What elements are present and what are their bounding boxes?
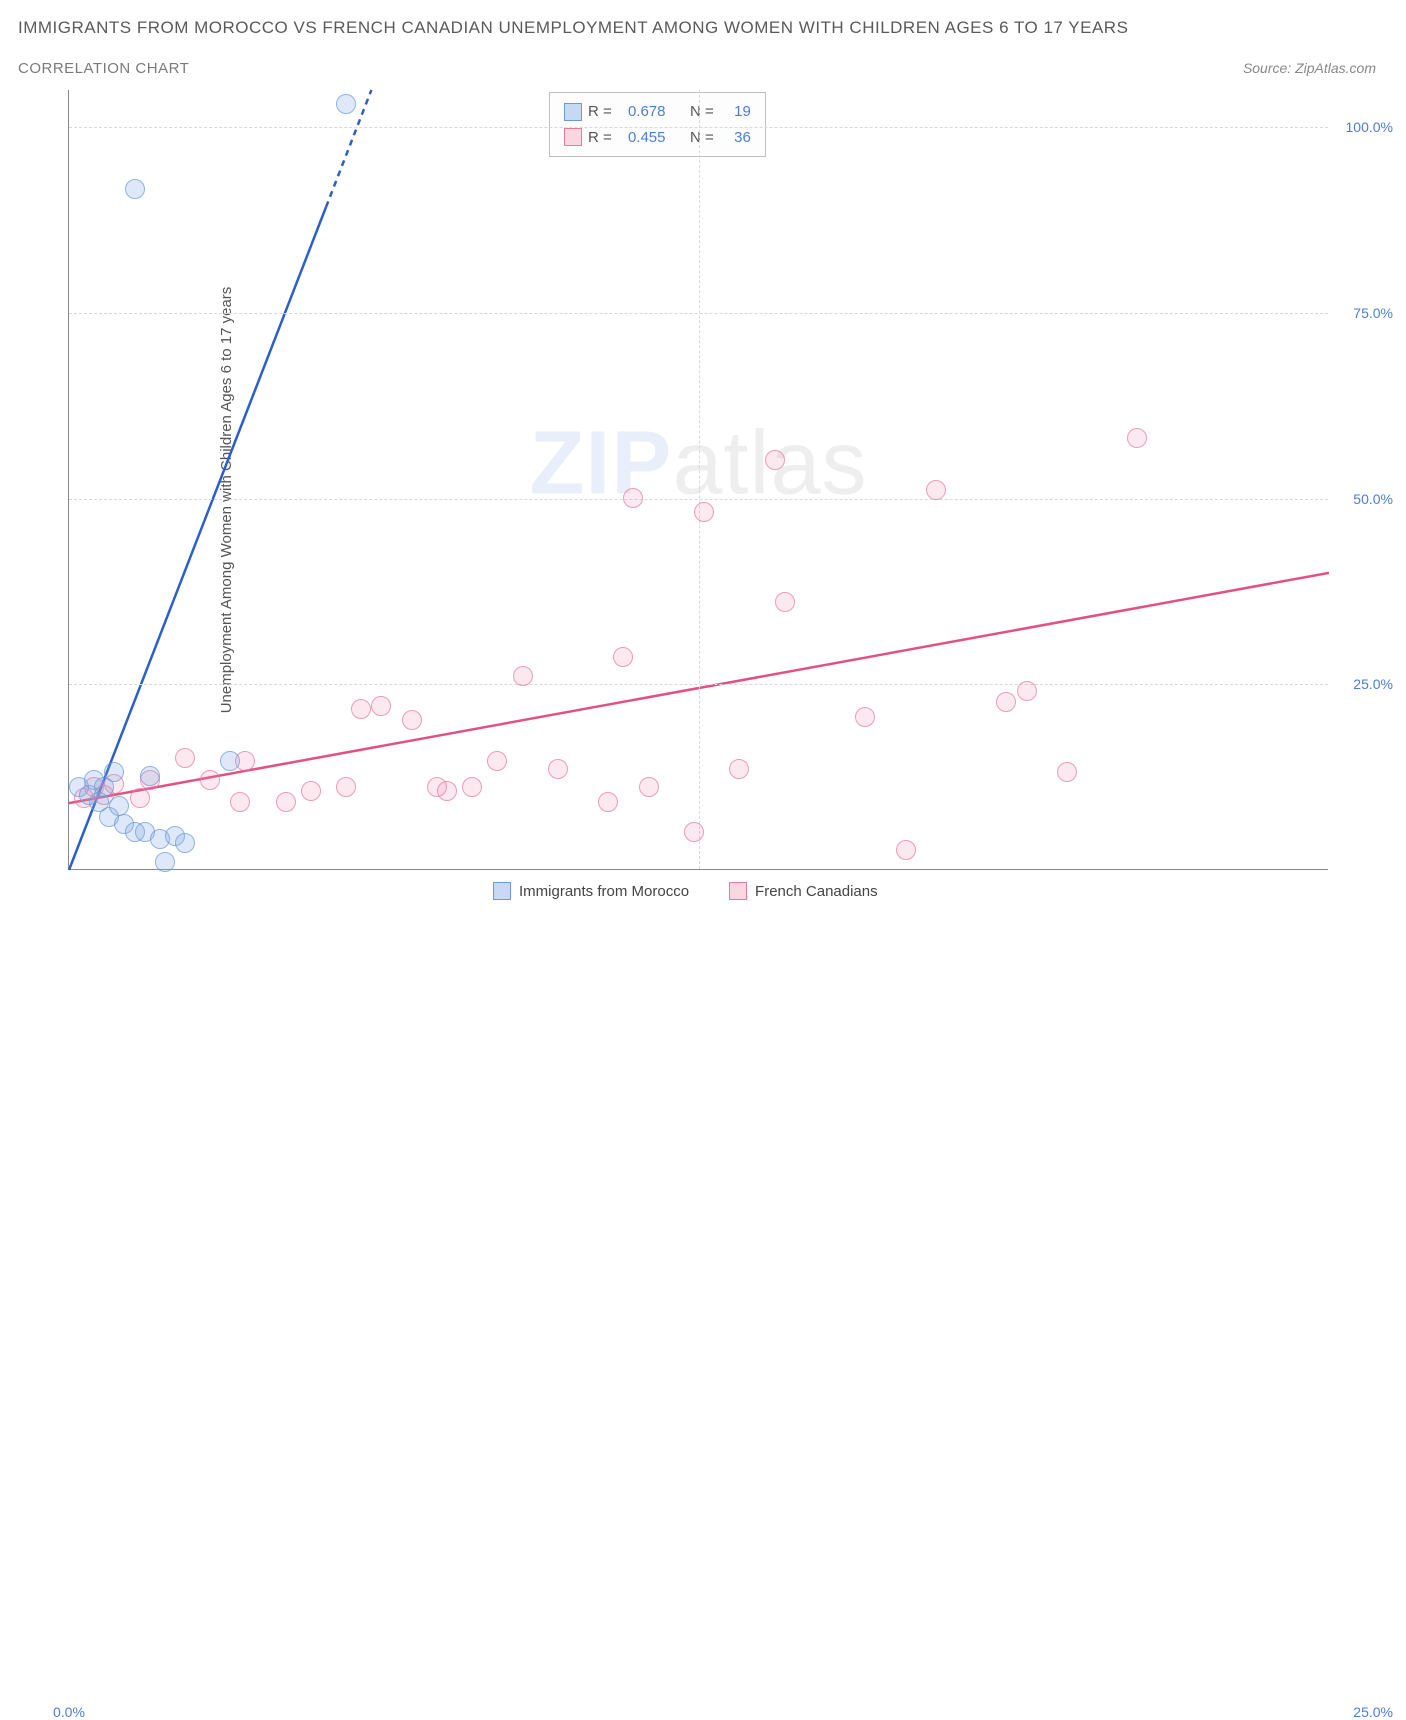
- chart-container: Unemployment Among Women with Children A…: [18, 90, 1388, 910]
- data-point-pink: [639, 777, 659, 797]
- data-point-pink: [336, 777, 356, 797]
- legend-item: Immigrants from Morocco: [493, 882, 689, 900]
- gridline-v: [699, 90, 700, 869]
- data-point-blue: [125, 179, 145, 199]
- data-point-blue: [109, 796, 129, 816]
- plot-area: ZIPatlas R = 0.678 N = 19R = 0.455 N = 3…: [68, 90, 1328, 870]
- data-point-pink: [548, 759, 568, 779]
- data-point-blue: [220, 751, 240, 771]
- series-legend: Immigrants from Morocco French Canadians: [493, 882, 878, 900]
- data-point-blue: [336, 94, 356, 114]
- data-point-pink: [1057, 762, 1077, 782]
- y-tick-label: 100.0%: [1346, 119, 1393, 135]
- data-point-pink: [684, 822, 704, 842]
- data-point-pink: [230, 792, 250, 812]
- data-point-pink: [896, 840, 916, 860]
- data-point-pink: [130, 788, 150, 808]
- data-point-pink: [1127, 428, 1147, 448]
- data-point-blue: [104, 762, 124, 782]
- data-point-pink: [996, 692, 1016, 712]
- data-point-pink: [926, 480, 946, 500]
- data-point-pink: [694, 502, 714, 522]
- legend-item-label: Immigrants from Morocco: [519, 883, 689, 900]
- data-point-pink: [462, 777, 482, 797]
- data-point-pink: [200, 770, 220, 790]
- data-point-pink: [1017, 681, 1037, 701]
- source-attribution: Source: ZipAtlas.com: [1243, 60, 1376, 76]
- x-tick-25: 25.0%: [1353, 1704, 1393, 1720]
- legend-item-label: French Canadians: [755, 883, 878, 900]
- data-point-pink: [729, 759, 749, 779]
- y-tick-label: 75.0%: [1353, 305, 1393, 321]
- data-point-pink: [623, 488, 643, 508]
- data-point-blue: [140, 766, 160, 786]
- data-point-pink: [351, 699, 371, 719]
- x-tick-0: 0.0%: [53, 1704, 85, 1720]
- legend-swatch-blue: [493, 882, 511, 900]
- data-point-blue: [175, 833, 195, 853]
- data-point-pink: [487, 751, 507, 771]
- data-point-blue: [155, 852, 175, 872]
- data-point-pink: [775, 592, 795, 612]
- y-tick-label: 50.0%: [1353, 491, 1393, 507]
- chart-subtitle: CORRELATION CHART: [18, 60, 189, 77]
- data-point-pink: [175, 748, 195, 768]
- data-point-pink: [301, 781, 321, 801]
- legend-item: French Canadians: [729, 882, 878, 900]
- data-point-pink: [276, 792, 296, 812]
- chart-title: IMMIGRANTS FROM MOROCCO VS FRENCH CANADI…: [18, 18, 1128, 38]
- data-point-pink: [513, 666, 533, 686]
- data-point-pink: [437, 781, 457, 801]
- data-point-pink: [765, 450, 785, 470]
- data-point-pink: [371, 696, 391, 716]
- data-point-pink: [402, 710, 422, 730]
- data-point-pink: [598, 792, 618, 812]
- legend-swatch-pink: [729, 882, 747, 900]
- data-point-pink: [613, 647, 633, 667]
- data-point-pink: [855, 707, 875, 727]
- y-tick-label: 25.0%: [1353, 676, 1393, 692]
